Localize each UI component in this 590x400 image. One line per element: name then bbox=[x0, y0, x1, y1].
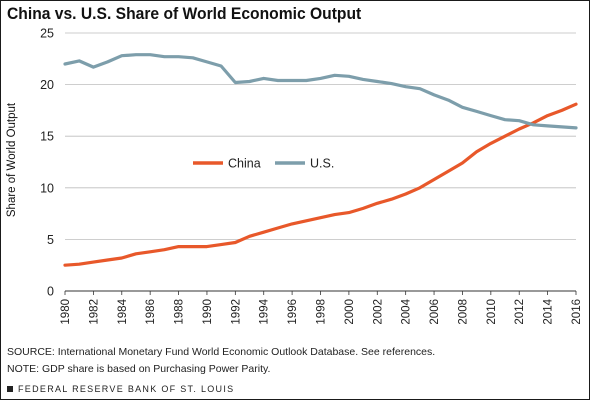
legend-label: China bbox=[228, 157, 261, 171]
legend-label: U.S. bbox=[310, 157, 334, 171]
x-tick-labels: 1980 1982 1984 1986 1988 1990 1992 1994 1996 1998… bbox=[60, 291, 583, 325]
y-tick-label: 20 bbox=[40, 78, 54, 92]
y-tick-label: 10 bbox=[40, 181, 54, 195]
x-tick-label: 2002 bbox=[372, 299, 384, 325]
publisher-name: FEDERAL RESERVE BANK OF ST. LOUIS bbox=[18, 384, 235, 394]
series-line-us bbox=[63, 53, 578, 130]
y-axis-label: Share of World Output bbox=[6, 102, 18, 217]
x-tick-label: 1998 bbox=[316, 299, 328, 325]
x-tick-label: 1996 bbox=[287, 299, 299, 325]
x-tick-label: 2006 bbox=[429, 299, 441, 325]
publisher-credit: FEDERAL RESERVE BANK OF ST. LOUIS bbox=[7, 384, 234, 394]
x-tick-label: 2012 bbox=[514, 299, 526, 325]
x-tick-label: 2004 bbox=[401, 298, 413, 324]
x-tick-label: 1988 bbox=[174, 299, 186, 325]
chart-title: China vs. U.S. Share of World Economic O… bbox=[7, 4, 362, 23]
y-tick-label: 5 bbox=[47, 233, 54, 247]
x-tick-label: 2010 bbox=[486, 299, 498, 325]
x-tick-label: 2014 bbox=[543, 298, 555, 324]
y-tick-label: 0 bbox=[47, 285, 54, 299]
series-line-china bbox=[63, 102, 578, 267]
x-tick-label: 1994 bbox=[259, 298, 271, 324]
gdp-note: NOTE: GDP share is based on Purchasing P… bbox=[7, 363, 271, 375]
x-tick-label: 2008 bbox=[457, 299, 469, 325]
y-tick-label: 25 bbox=[40, 27, 54, 41]
x-tick-label: 1984 bbox=[117, 298, 129, 324]
x-tick-label: 2016 bbox=[571, 299, 583, 325]
x-tick-label: 2000 bbox=[344, 299, 356, 325]
series-lines bbox=[63, 53, 578, 267]
x-tick-label: 1986 bbox=[145, 299, 157, 325]
x-tick-label: 1990 bbox=[202, 299, 214, 325]
y-tick-labels: 0 5 10 15 20 25 bbox=[40, 27, 54, 299]
source-note: SOURCE: International Monetary Fund Worl… bbox=[7, 346, 436, 358]
x-tick-label: 1982 bbox=[88, 299, 100, 325]
square-bullet-icon bbox=[7, 386, 13, 392]
legend: China U.S. bbox=[193, 157, 334, 171]
x-tick-label: 1980 bbox=[60, 299, 72, 325]
y-tick-label: 15 bbox=[40, 130, 54, 144]
x-tick-label: 1992 bbox=[230, 299, 242, 325]
